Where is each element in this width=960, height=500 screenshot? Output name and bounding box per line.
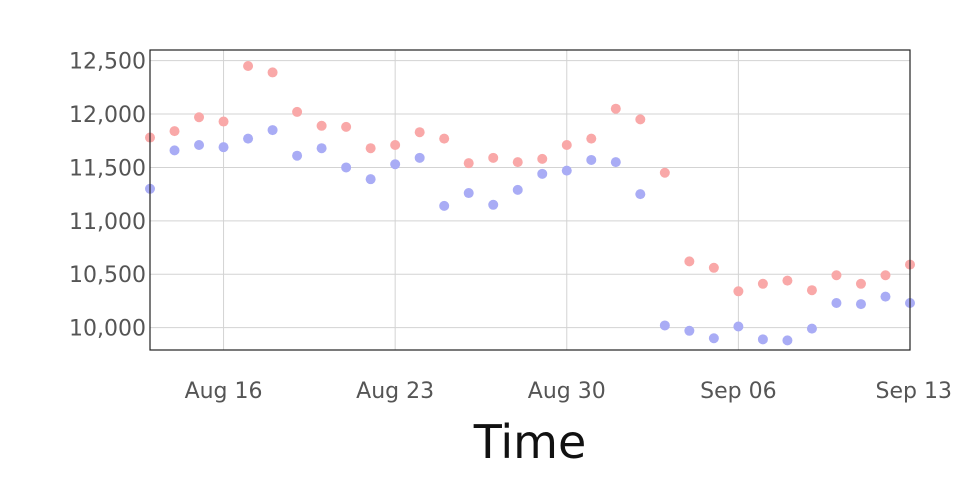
data-point-series-1 [757,278,768,289]
data-point-series-2 [463,188,474,199]
x-tick-label: Aug 23 [356,379,434,404]
data-point-series-2 [194,140,205,151]
data-point-series-2 [561,165,572,176]
data-point-series-1 [243,61,254,72]
x-tick-label: Sep 06 [700,379,776,404]
data-point-series-2 [243,133,254,144]
data-point-series-1 [365,143,376,154]
y-tick-label: 11,500 [69,156,146,181]
data-point-series-2 [169,145,180,156]
data-point-series-1 [806,285,817,296]
data-point-series-2 [586,154,597,165]
data-point-series-2 [610,157,621,168]
data-point-series-2 [488,199,499,210]
y-tick-label: 12,000 [69,103,146,128]
data-point-series-2 [733,321,744,332]
data-point-series-1 [292,106,303,117]
x-tick-label: Aug 16 [185,379,263,404]
data-point-series-1 [512,157,523,168]
y-tick-label: 12,500 [69,50,146,75]
data-point-series-2 [635,189,646,200]
data-point-series-1 [267,67,278,78]
y-tick-label: 10,500 [69,263,146,288]
data-point-series-2 [439,200,450,211]
data-point-series-1 [831,270,842,281]
plot-area-frame [149,49,911,351]
x-axis-tick-labels: Aug 16 Aug 23 Aug 30 Sep 06 Sep 13 [185,379,952,404]
data-point-series-1 [316,120,327,131]
data-point-series-2 [316,143,327,154]
data-point-series-2 [831,298,842,309]
data-point-series-2 [341,162,352,173]
data-point-series-2 [292,150,303,161]
data-point-series-1 [488,152,499,163]
y-tick-label: 11,000 [69,210,146,235]
data-point-series-2 [218,142,229,153]
data-point-series-2 [390,159,401,170]
data-point-series-1 [218,116,229,127]
data-point-series-2 [880,291,891,302]
data-point-series-1 [684,256,695,267]
data-point-series-2 [855,299,866,310]
data-point-series-1 [169,126,180,137]
data-point-series-1 [537,153,548,164]
data-point-series-1 [708,262,719,273]
data-point-series-1 [341,121,352,132]
data-point-series-2 [512,184,523,195]
data-point-series-1 [390,140,401,151]
data-points [145,61,915,346]
data-point-series-1 [414,127,425,138]
y-axis-tick-labels: 10,000 10,500 11,000 11,500 12,000 12,500 [69,50,146,342]
data-point-series-1 [463,158,474,169]
data-point-series-1 [855,278,866,289]
x-tick-label: Sep 13 [876,379,952,404]
data-point-series-2 [684,325,695,336]
data-point-series-1 [733,286,744,297]
x-tick-label: Aug 30 [528,379,606,404]
data-point-series-1 [635,114,646,125]
data-point-series-2 [708,333,719,344]
x-axis-title: Time [473,415,587,469]
data-point-series-1 [782,275,793,286]
data-point-series-2 [365,174,376,185]
data-point-series-2 [806,323,817,334]
data-point-series-1 [610,103,621,114]
data-point-series-2 [267,125,278,136]
data-point-series-1 [561,140,572,151]
grid-lines [150,50,911,350]
data-point-series-2 [414,152,425,163]
data-point-series-2 [659,320,670,331]
data-point-series-1 [880,270,891,281]
data-point-series-1 [439,133,450,144]
data-point-series-2 [537,168,548,179]
data-point-series-2 [757,334,768,345]
y-tick-label: 10,000 [69,317,146,342]
data-point-series-1 [194,112,205,123]
data-point-series-2 [782,335,793,346]
data-point-series-1 [659,167,670,178]
data-point-series-1 [586,133,597,144]
